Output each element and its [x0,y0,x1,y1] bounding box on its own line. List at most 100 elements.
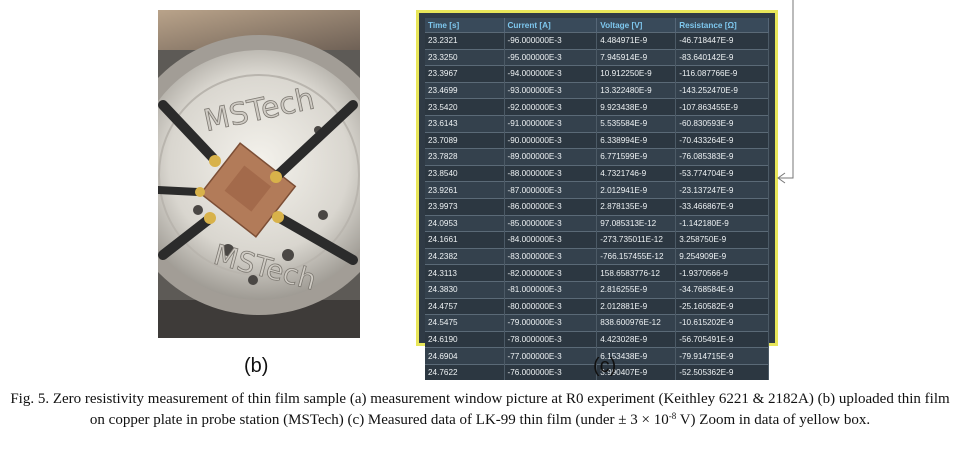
table-row: 23.5420 -92.000000E-3 9.923438E-9 -107.8634… [425,99,769,116]
cell-resistance: -107.863455E-9 [676,99,769,116]
measurement-data-table: Time [s] Current [A] Voltage [V] Resista… [425,18,769,380]
cell-current: -92.000000E-3 [504,99,597,116]
column-header-voltage: Voltage [V] [597,18,676,33]
cell-voltage: 97.085313E-12 [597,215,676,232]
cell-time: 23.7089 [425,132,504,149]
table-row: 23.4699 -93.000000E-3 13.322480E-9 -143.252… [425,82,769,99]
cell-resistance: -10.615202E-9 [676,315,769,332]
table-row: 23.6143 -91.000000E-3 5.535584E-9 -60.83059… [425,115,769,132]
pointer-arrow [760,0,820,190]
cell-current: -80.000000E-3 [504,298,597,315]
table-row: 23.2321 -96.000000E-3 4.484971E-9 -46.71844… [425,33,769,50]
cell-time: 23.6143 [425,115,504,132]
subfigure-label-b: (b) [244,355,268,378]
cell-voltage: 2.012941E-9 [597,182,676,199]
cell-voltage: 7.945914E-9 [597,49,676,66]
cell-time: 24.1661 [425,232,504,249]
cell-current: -77.000000E-3 [504,348,597,365]
table-row: 23.7089 -90.000000E-3 6.338994E-9 -70.43326… [425,132,769,149]
table-row: 24.0953 -85.000000E-3 97.085313E-12 -1.1421… [425,215,769,232]
cell-time: 23.9973 [425,198,504,215]
cell-resistance: -116.087766E-9 [676,66,769,83]
cell-time: 24.4757 [425,298,504,315]
cell-time: 24.7622 [425,364,504,380]
cell-voltage: -273.735011E-12 [597,232,676,249]
table-row: 24.4757 -80.000000E-3 2.012881E-9 -25.16058… [425,298,769,315]
cell-resistance: -46.718447E-9 [676,33,769,50]
probe-station-photo: MSTech MSTech [158,10,360,338]
table-row: 24.2382 -83.000000E-3 -766.157455E-12 9.254… [425,248,769,265]
cell-resistance: -56.705491E-9 [676,331,769,348]
cell-resistance: 3.258750E-9 [676,232,769,249]
subfigure-label-c: (c) [593,355,616,378]
cell-voltage: 2.816255E-9 [597,281,676,298]
table-row: 23.7828 -89.000000E-3 6.771599E-9 -76.08538… [425,149,769,166]
cell-resistance: -70.433264E-9 [676,132,769,149]
table-row: 24.6190 -78.000000E-3 4.423028E-9 -56.70549… [425,331,769,348]
data-table-panel: Time [s] Current [A] Voltage [V] Resista… [419,13,775,343]
table-row: 23.9973 -86.000000E-3 2.878135E-9 -33.46686… [425,198,769,215]
cell-time: 24.2382 [425,248,504,265]
cell-resistance: -1.142180E-9 [676,215,769,232]
cell-time: 24.6190 [425,331,504,348]
cell-voltage: 2.012881E-9 [597,298,676,315]
cell-voltage: 9.923438E-9 [597,99,676,116]
cell-resistance: -53.774704E-9 [676,165,769,182]
cell-time: 23.5420 [425,99,504,116]
cell-voltage: 4.7321746-9 [597,165,676,182]
table-row: 24.3113 -82.000000E-3 158.6583776-12 -1.937… [425,265,769,282]
cell-voltage: 6.338994E-9 [597,132,676,149]
cell-current: -86.000000E-3 [504,198,597,215]
table-body: 23.2321 -96.000000E-3 4.484971E-9 -46.71844… [425,33,769,381]
table-row: 23.8540 -88.000000E-3 4.7321746-9 -53.77470… [425,165,769,182]
column-header-time: Time [s] [425,18,504,33]
cell-time: 24.3830 [425,281,504,298]
table-row: 23.3250 -95.000000E-3 7.945914E-9 -83.64014… [425,49,769,66]
cell-resistance: -83.640142E-9 [676,49,769,66]
cell-resistance: -79.914715E-9 [676,348,769,365]
cell-time: 24.6904 [425,348,504,365]
cell-current: -90.000000E-3 [504,132,597,149]
table-header-row: Time [s] Current [A] Voltage [V] Resista… [425,18,769,33]
cell-voltage: 6.771599E-9 [597,149,676,166]
cell-resistance: -23.137247E-9 [676,182,769,199]
cell-current: -76.000000E-3 [504,364,597,380]
cell-time: 23.9261 [425,182,504,199]
cell-voltage: 4.484971E-9 [597,33,676,50]
table-row: 23.3967 -94.000000E-3 10.912250E-9 -116.087… [425,66,769,83]
cell-current: -82.000000E-3 [504,265,597,282]
cell-time: 24.5475 [425,315,504,332]
cell-resistance: -60.830593E-9 [676,115,769,132]
cell-voltage: 158.6583776-12 [597,265,676,282]
cell-time: 24.0953 [425,215,504,232]
cell-time: 23.8540 [425,165,504,182]
table-row: 24.5475 -79.000000E-3 838.600976E-12 -10.61… [425,315,769,332]
cell-resistance: -76.085383E-9 [676,149,769,166]
cell-current: -89.000000E-3 [504,149,597,166]
cell-current: -83.000000E-3 [504,248,597,265]
cell-time: 23.4699 [425,82,504,99]
cell-current: -96.000000E-3 [504,33,597,50]
cell-current: -79.000000E-3 [504,315,597,332]
cell-current: -84.000000E-3 [504,232,597,249]
cell-current: -93.000000E-3 [504,82,597,99]
cell-time: 23.2321 [425,33,504,50]
cell-voltage: 838.600976E-12 [597,315,676,332]
cell-resistance: 9.254909E-9 [676,248,769,265]
cell-voltage: 13.322480E-9 [597,82,676,99]
cell-voltage: 10.912250E-9 [597,66,676,83]
data-table-yellow-frame: Time [s] Current [A] Voltage [V] Resista… [416,10,778,346]
cell-voltage: 5.535584E-9 [597,115,676,132]
cell-current: -91.000000E-3 [504,115,597,132]
cell-time: 24.3113 [425,265,504,282]
cell-current: -88.000000E-3 [504,165,597,182]
figure-caption: Fig. 5. Zero resistivity measurement of … [10,391,950,429]
cell-current: -87.000000E-3 [504,182,597,199]
cell-current: -95.000000E-3 [504,49,597,66]
cell-time: 23.3250 [425,49,504,66]
cell-resistance: -1.9370566-9 [676,265,769,282]
cell-current: -81.000000E-3 [504,281,597,298]
cell-time: 23.3967 [425,66,504,83]
cell-current: -78.000000E-3 [504,331,597,348]
cell-current: -85.000000E-3 [504,215,597,232]
